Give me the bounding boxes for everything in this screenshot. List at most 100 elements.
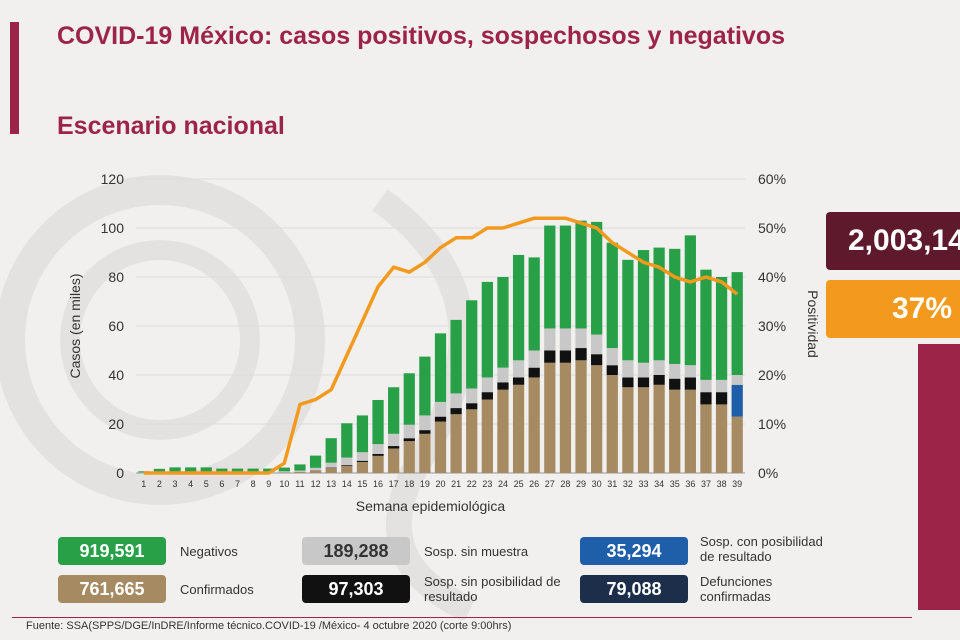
x-tick-label: 5 (204, 479, 209, 489)
bar-segment (403, 424, 415, 439)
x-tick-label: 8 (251, 479, 256, 489)
bar-segment (434, 416, 447, 422)
y-axis-label: Casos (en miles) (67, 273, 83, 378)
bar-segment (700, 392, 712, 405)
x-tick-label: 34 (654, 479, 664, 489)
bar-segment (294, 470, 306, 473)
x-tick-label: 12 (311, 479, 321, 489)
y2-tick-label: 10% (758, 416, 786, 432)
x-tick-label: 29 (576, 479, 586, 489)
bar-segment (669, 378, 681, 390)
bar-segment (606, 375, 618, 473)
bar-segment (544, 350, 556, 363)
bar-segment (481, 399, 493, 473)
bar-segment (450, 319, 462, 394)
bar-segment (637, 250, 650, 363)
bar-segment (434, 421, 447, 473)
bar-segment (669, 248, 681, 364)
x-tick-label: 36 (685, 479, 695, 489)
bar-segment (388, 448, 400, 473)
bar-segment (419, 430, 431, 434)
bar-segment (684, 389, 696, 473)
bar-segment (512, 377, 525, 385)
kpi-total-tests: 2,003,14 (826, 212, 960, 270)
bar-segment (481, 392, 493, 400)
x-tick-label: 19 (420, 479, 430, 489)
bar-segment (715, 379, 728, 393)
legend-value-sosp-sin-muestra: 189,288 (302, 537, 410, 565)
bar-segment (185, 467, 197, 473)
bar-segment (263, 468, 275, 473)
bar-segment (419, 433, 431, 473)
legend-value-confirmados: 761,665 (58, 575, 166, 603)
bar-segment (544, 225, 556, 329)
bar-segment (341, 423, 353, 458)
bar-segment (278, 471, 290, 473)
bar-segment (450, 414, 462, 473)
x-tick-label: 3 (173, 479, 178, 489)
x-tick-label: 22 (467, 479, 477, 489)
bar-segment (622, 377, 634, 388)
bar-segment (341, 457, 353, 465)
x-tick-label: 21 (451, 479, 461, 489)
bar-segment (325, 462, 337, 468)
y-tick-label: 120 (101, 171, 125, 187)
bar-segment (544, 362, 556, 473)
x-tick-label: 10 (279, 479, 289, 489)
bar-segment (700, 379, 712, 393)
legend-label-negativos: Negativos (180, 544, 238, 559)
y-tick-label: 100 (101, 220, 125, 236)
x-tick-label: 24 (498, 479, 508, 489)
bar-segment (294, 472, 306, 473)
bar-segment (684, 235, 696, 366)
bar-segment (356, 415, 369, 453)
bar-segment (247, 468, 259, 473)
y2-tick-label: 30% (758, 318, 786, 334)
bar-segment (419, 415, 431, 431)
y-tick-label: 20 (108, 416, 124, 432)
y-tick-label: 40 (108, 367, 124, 383)
bar-segment (512, 254, 525, 361)
x-tick-label: 1 (141, 479, 146, 489)
x-tick-label: 18 (404, 479, 414, 489)
bar-segment (653, 375, 665, 385)
bar-segment (356, 452, 369, 461)
page-subtitle: Escenario nacional (57, 112, 285, 140)
bar-segment (528, 350, 540, 368)
bar-segment (388, 433, 400, 447)
x-tick-label: 2 (157, 479, 162, 489)
bar-segment (606, 348, 618, 366)
bar-segment (231, 468, 244, 473)
x-tick-label: 37 (701, 479, 711, 489)
bar-segment (575, 220, 587, 329)
kpi-positivity: 37% (826, 280, 960, 338)
bar-segment (466, 388, 478, 404)
y2-tick-label: 50% (758, 220, 786, 236)
bar-segment (466, 300, 478, 389)
x-tick-label: 9 (266, 479, 271, 489)
x-tick-label: 20 (435, 479, 445, 489)
legend-label-sosp-sin-muestra: Sosp. sin muestra (424, 544, 529, 559)
bar-segment (715, 277, 728, 380)
bar-segment (434, 401, 447, 417)
bar-segment (388, 387, 400, 434)
y2-tick-label: 40% (758, 269, 786, 285)
bar-segment (216, 468, 228, 473)
footer-divider (12, 617, 912, 618)
legend-label-sosp-sin-posibilidad: Sosp. sin posibilidad de resultado (424, 574, 561, 604)
bar-segment (637, 377, 650, 388)
bar-segment (497, 382, 509, 390)
x-tick-label: 28 (560, 479, 570, 489)
x-tick-label: 14 (342, 479, 352, 489)
bar-segment (559, 225, 572, 329)
bar-segment (309, 467, 322, 471)
x-tick-label: 33 (638, 479, 648, 489)
bar-segment (200, 467, 212, 473)
x-tick-label: 13 (326, 479, 336, 489)
bar-segment (591, 221, 603, 335)
bar-segment (606, 365, 618, 375)
bar-segment (622, 259, 634, 361)
y-tick-label: 60 (108, 318, 124, 334)
x-tick-label: 26 (529, 479, 539, 489)
bar-segment (309, 470, 322, 473)
